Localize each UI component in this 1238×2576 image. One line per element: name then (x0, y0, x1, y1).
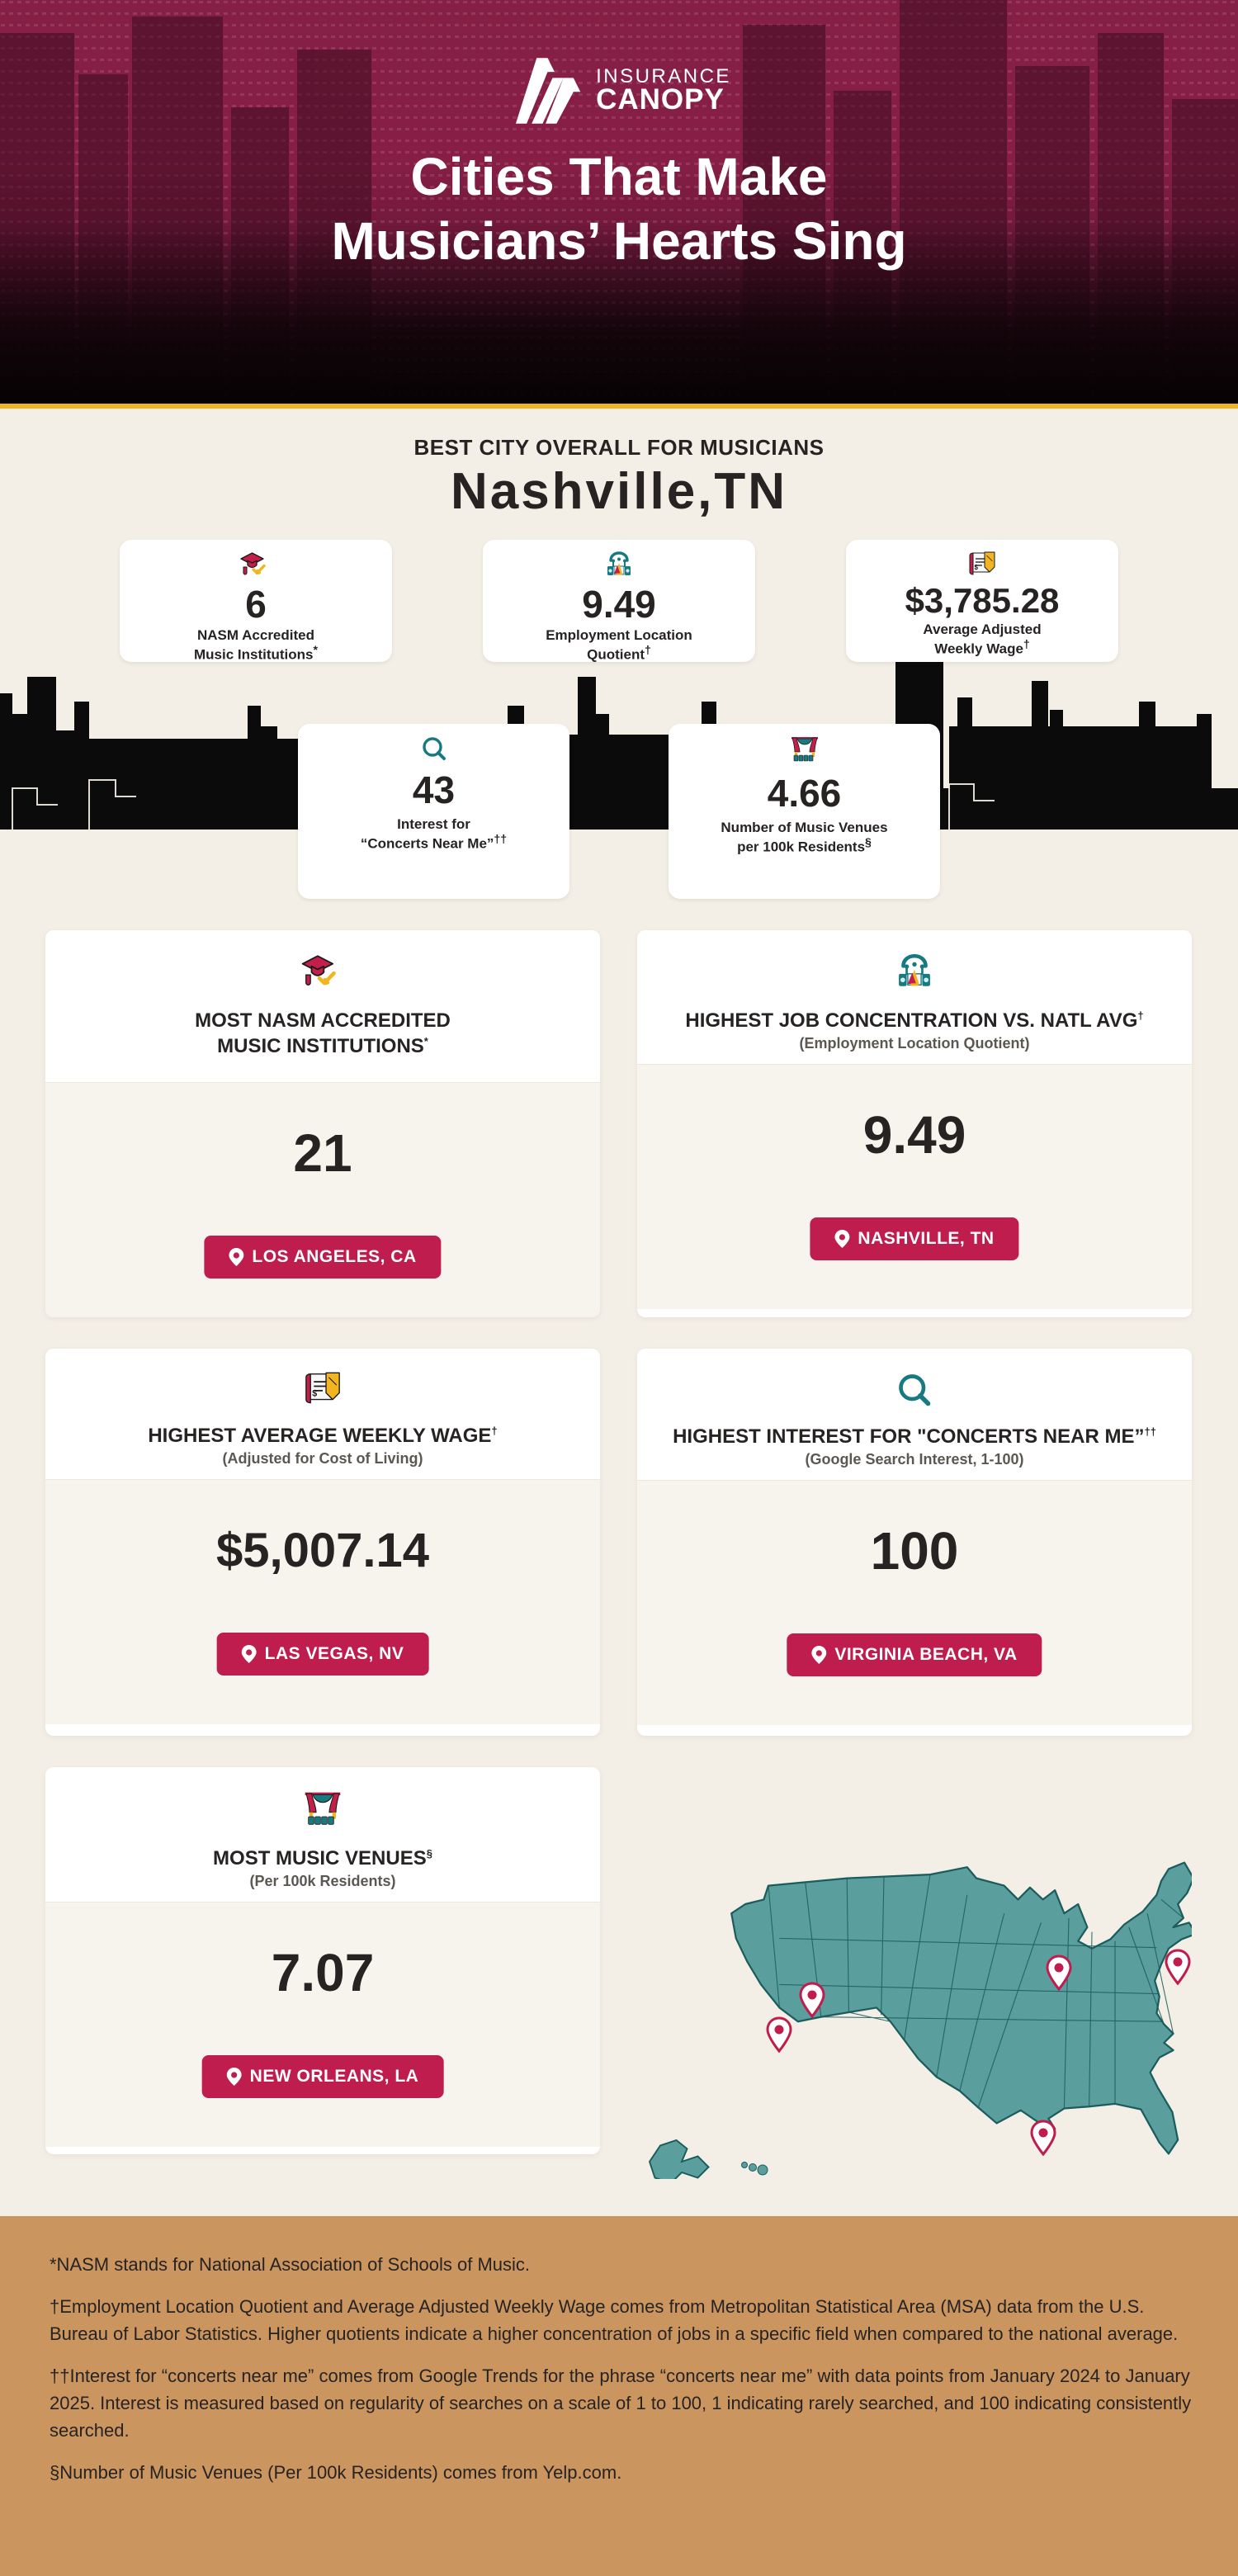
svg-text:$: $ (975, 564, 979, 571)
svg-text:$: $ (312, 1389, 317, 1399)
